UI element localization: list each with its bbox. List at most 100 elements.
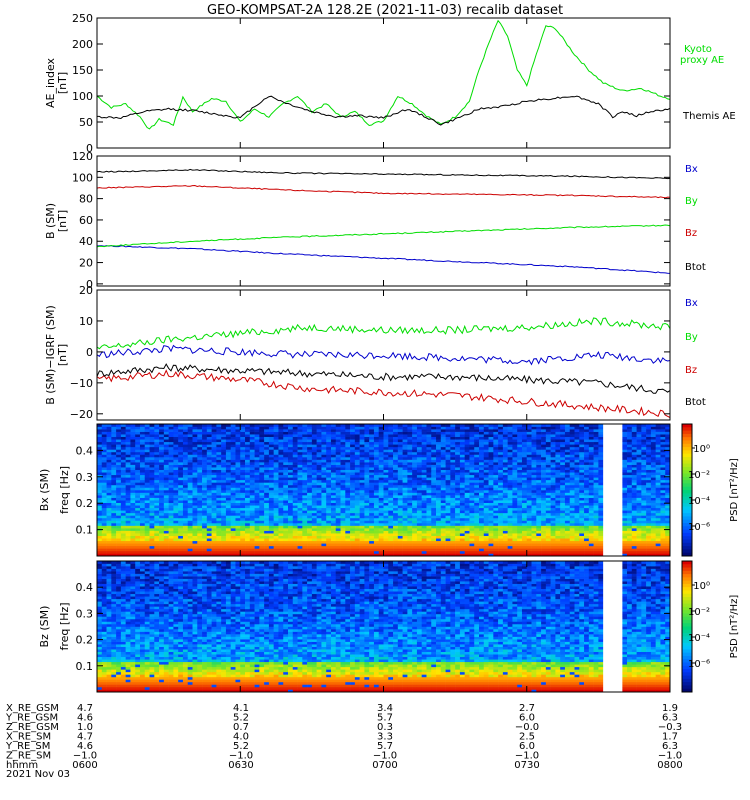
heatmap-cell <box>259 434 265 437</box>
heatmap-cell <box>512 490 518 493</box>
heatmap-cell <box>249 505 255 509</box>
heatmap-cell <box>350 548 356 552</box>
heatmap-cell <box>536 517 542 521</box>
heatmap-cell <box>502 439 508 443</box>
heatmap-cell <box>345 525 351 529</box>
heatmap-cell <box>521 528 528 531</box>
heatmap-cell <box>288 545 294 549</box>
heatmap-cell <box>388 548 394 552</box>
heatmap-cell <box>541 525 547 529</box>
heatmap-cell <box>216 439 222 443</box>
heatmap-cell <box>517 474 523 478</box>
heatmap-cell <box>292 505 298 509</box>
heatmap-cell <box>235 469 241 473</box>
heatmap-cell <box>521 479 528 483</box>
heatmap-cell <box>149 439 155 443</box>
heatmap-cell <box>393 497 399 501</box>
heatmap-cell <box>373 479 380 483</box>
heatmap-cell <box>407 507 413 511</box>
heatmap-cell <box>221 548 227 552</box>
heatmap-cell <box>350 550 356 554</box>
heatmap-cell <box>340 469 346 473</box>
heatmap-cell <box>369 429 375 432</box>
heatmap-cell <box>464 528 470 531</box>
heatmap-cell <box>364 517 370 521</box>
heatmap-cell <box>512 517 518 521</box>
heatmap-cell <box>521 510 528 514</box>
heatmap-cell <box>521 548 528 552</box>
heatmap-cell <box>97 540 103 544</box>
heatmap-cell <box>130 495 136 498</box>
heatmap-cell <box>182 550 189 554</box>
heatmap-cell <box>531 550 537 554</box>
heatmap-cell <box>498 474 504 478</box>
heatmap-cell <box>254 469 260 473</box>
heatmap-cell <box>111 449 117 453</box>
heatmap-cell <box>144 464 150 468</box>
heatmap-cell <box>436 523 442 526</box>
heatmap-cell <box>373 497 380 501</box>
heatmap-cell <box>144 449 150 453</box>
heatmap-cell <box>120 436 126 440</box>
heatmap-cell <box>445 449 451 453</box>
heatmap-cell <box>445 505 451 509</box>
heatmap-cell <box>531 429 537 432</box>
heatmap-cell <box>139 474 146 478</box>
heatmap-cell <box>335 462 341 465</box>
heatmap-cell <box>159 530 165 534</box>
heatmap-cell <box>230 515 236 519</box>
heatmap-cell <box>264 528 270 531</box>
heatmap-cell <box>268 490 274 493</box>
heatmap-cell <box>502 517 508 521</box>
heatmap-cell <box>101 482 107 486</box>
heatmap-cell <box>536 462 542 465</box>
heatmap-cell <box>173 550 179 554</box>
heatmap-cell <box>206 439 212 443</box>
heatmap-cell <box>426 553 432 557</box>
heatmap-cell <box>335 424 341 427</box>
heatmap-cell <box>455 436 461 440</box>
heatmap-cell <box>163 520 169 524</box>
heatmap-cell <box>178 446 184 450</box>
heatmap-cell <box>111 469 117 473</box>
heatmap-cell <box>369 451 375 455</box>
heatmap-cell <box>393 538 399 542</box>
heatmap-cell <box>221 477 227 481</box>
heatmap-cell <box>182 431 189 435</box>
heatmap-cell <box>292 540 298 544</box>
heatmap-cell <box>288 482 294 486</box>
heatmap-cell <box>264 451 270 455</box>
heatmap-cell <box>254 449 260 453</box>
heatmap-cell <box>202 543 208 547</box>
heatmap-cell <box>135 512 141 516</box>
heatmap-cell <box>335 467 341 470</box>
heatmap-cell <box>340 540 346 544</box>
heatmap-cell <box>493 528 499 531</box>
heatmap-cell <box>388 520 394 524</box>
heatmap-cell <box>531 439 537 443</box>
heatmap-cell <box>125 429 131 432</box>
heatmap-cell <box>235 449 241 453</box>
heatmap-cell <box>235 477 241 481</box>
heatmap-cell <box>479 474 485 478</box>
heatmap-cell <box>326 467 332 470</box>
heatmap-cell <box>249 462 255 465</box>
heatmap-cell <box>259 538 265 542</box>
heatmap-cell <box>378 444 384 448</box>
heatmap-cell <box>139 543 146 547</box>
heatmap-cell <box>187 545 193 549</box>
heatmap-cell <box>139 482 146 486</box>
heatmap-cell <box>498 459 504 463</box>
heatmap-cell <box>326 528 332 531</box>
heatmap-cell <box>139 545 146 549</box>
heatmap-cell <box>235 540 241 544</box>
heatmap-cell <box>144 523 150 526</box>
heatmap-cell <box>459 523 465 526</box>
heatmap-cell <box>173 462 179 465</box>
heatmap-cell <box>273 459 279 463</box>
heatmap-cell <box>130 462 136 465</box>
heatmap-cell <box>187 459 193 463</box>
heatmap-cell <box>192 474 198 478</box>
heatmap-cell <box>173 429 179 432</box>
heatmap-cell <box>254 500 260 503</box>
